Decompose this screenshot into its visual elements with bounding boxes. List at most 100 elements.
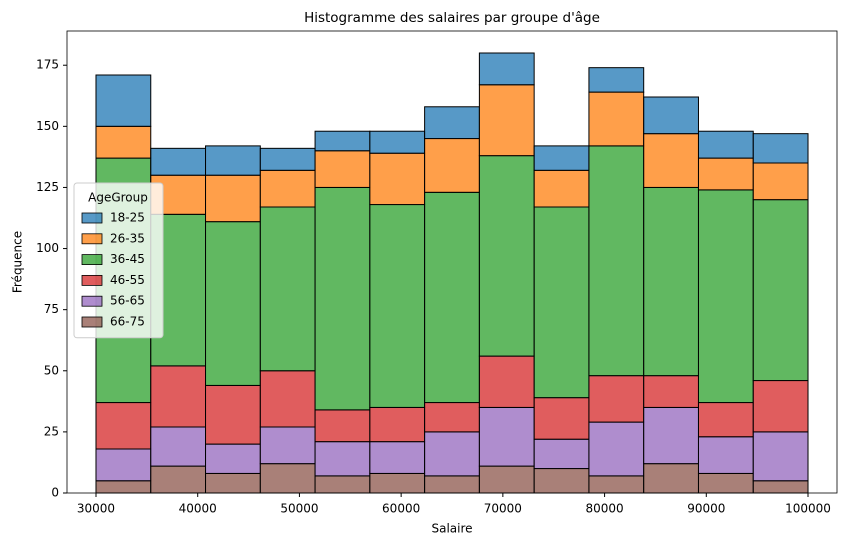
bar-segment — [369, 406, 426, 443]
y-tick-label: 25 — [44, 424, 59, 438]
x-tick-label: 100000 — [785, 502, 831, 516]
y-tick-label: 125 — [36, 180, 59, 194]
bar-segment — [369, 204, 426, 408]
x-tick-label: 40000 — [179, 502, 217, 516]
bar-segment — [752, 480, 809, 494]
bar-segment — [697, 402, 754, 438]
bar-segment — [478, 52, 535, 86]
legend-label: 26-35 — [110, 231, 145, 245]
bar-segment — [259, 147, 316, 171]
bar-segment — [259, 169, 316, 208]
bar-segment — [478, 155, 535, 357]
y-tick-label: 100 — [36, 241, 59, 255]
legend-label: 18-25 — [110, 211, 145, 225]
bar-segment — [314, 441, 371, 477]
bar-segment — [588, 421, 645, 477]
bar-segment — [424, 431, 480, 477]
bar-segment — [95, 480, 152, 494]
bar-segment — [205, 443, 261, 474]
bar-segment — [314, 475, 371, 494]
bar-segment — [424, 402, 480, 433]
bar-segment — [259, 426, 316, 465]
bar-segment — [643, 186, 699, 377]
bar-segment — [205, 472, 261, 494]
plot-frame — [66, 30, 838, 494]
bar-segment — [533, 206, 590, 399]
legend-swatch — [81, 212, 103, 224]
bar-segment — [95, 125, 152, 159]
bar-segment — [588, 375, 645, 423]
legend-title: AgeGroup — [88, 191, 148, 205]
bar-segment — [314, 130, 371, 152]
x-axis-label: Salaire — [431, 522, 472, 536]
bar-segment — [95, 74, 152, 127]
bar-segment — [259, 370, 316, 428]
bar-segment — [150, 465, 207, 494]
bar-segment — [588, 145, 645, 377]
bar-segment — [478, 355, 535, 408]
bar-segment — [643, 133, 699, 188]
x-tick-label: 60000 — [382, 502, 420, 516]
bar-segment — [588, 91, 645, 147]
bar-segment — [424, 138, 480, 193]
bar-segment — [533, 169, 590, 208]
bar-segment — [369, 130, 426, 154]
bar-segment — [533, 145, 590, 171]
legend-swatch — [81, 254, 103, 266]
bar-segment — [424, 191, 480, 404]
bar-segment — [424, 106, 480, 140]
bar-segment — [205, 174, 261, 223]
y-tick-label: 175 — [36, 58, 59, 72]
legend-swatch — [81, 295, 103, 307]
bar-segment — [697, 157, 754, 191]
bar-segment — [95, 402, 152, 450]
y-tick-label: 150 — [36, 119, 59, 133]
bar-segment — [259, 463, 316, 494]
bar-segment — [643, 375, 699, 408]
bar-segment — [259, 206, 316, 372]
bar-segment — [533, 468, 590, 494]
bar-segment — [643, 463, 699, 494]
y-tick-label: 75 — [44, 302, 59, 316]
bar-segment — [697, 436, 754, 474]
bar-segment — [533, 438, 590, 470]
bar-segment — [533, 397, 590, 440]
chart-title: Histogramme des salaires par groupe d'âg… — [304, 10, 600, 26]
bar-segment — [478, 84, 535, 157]
bar-segment — [588, 475, 645, 494]
legend-swatch — [81, 316, 103, 328]
bar-segment — [95, 448, 152, 482]
x-tick-label: 50000 — [280, 502, 318, 516]
bar-segment — [205, 221, 261, 386]
bar-segment — [369, 472, 426, 494]
legend-swatch — [81, 274, 103, 286]
bar-segment — [478, 406, 535, 467]
legend-label: 66-75 — [110, 315, 145, 329]
x-tick-label: 30000 — [77, 502, 115, 516]
bar-segment — [643, 96, 699, 135]
bar-segment — [697, 472, 754, 494]
x-tick-label: 90000 — [687, 502, 725, 516]
bar-segment — [314, 409, 371, 443]
bar-segment — [150, 426, 207, 467]
bar-segment — [314, 186, 371, 411]
bar-segment — [150, 365, 207, 428]
y-tick-label: 50 — [44, 363, 59, 377]
x-tick-label: 80000 — [585, 502, 623, 516]
y-tick-label: 0 — [51, 486, 59, 500]
bar-segment — [752, 199, 809, 382]
bar-segment — [752, 133, 809, 164]
bar-segment — [314, 150, 371, 188]
y-axis-label: Fréquence — [11, 231, 25, 293]
bar-segment — [697, 130, 754, 159]
bar-segment — [752, 431, 809, 482]
bar-segment — [424, 475, 480, 494]
bar-segment — [205, 384, 261, 445]
bar-segment — [643, 406, 699, 465]
x-tick-label: 70000 — [484, 502, 522, 516]
legend-swatch — [81, 233, 103, 245]
bar-segment — [697, 189, 754, 404]
bar-segment — [150, 147, 207, 176]
bar-segment — [369, 152, 426, 206]
